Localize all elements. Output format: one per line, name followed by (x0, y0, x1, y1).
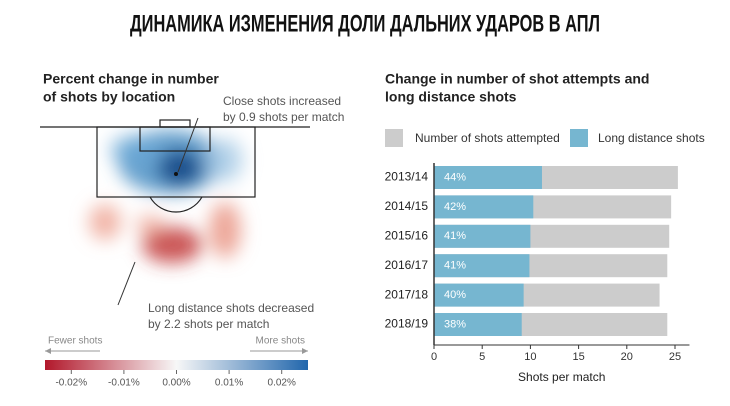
scale-end-label: Fewer shots (48, 336, 102, 347)
x-tick-label: 5 (479, 351, 485, 363)
x-tick-label: 20 (621, 351, 633, 363)
y-tick-label: 2018/19 (385, 317, 429, 331)
scale-arrows (45, 348, 308, 354)
legend-label: Number of shots attempted (415, 131, 560, 145)
panel-title: Percent change in number (43, 71, 219, 87)
bar (434, 313, 522, 336)
pitch-lines (40, 117, 310, 306)
colorbar-tick-label: -0.02% (55, 378, 87, 389)
main-title: ДИНАМИКА ИЗМЕНЕНИЯ ДОЛИ ДАЛЬНИХ УДАРОВ В… (130, 10, 600, 37)
bar-label: 44% (444, 171, 466, 183)
bar (434, 224, 531, 248)
legend-label: Long distance shots (598, 131, 705, 145)
y-tick-label: 2017/18 (385, 287, 429, 301)
bar-label: 41% (444, 230, 466, 242)
panel-title: long distance shots (385, 89, 517, 105)
heatmap (89, 130, 243, 263)
bar-label: 42% (444, 201, 466, 213)
bar-label: 38% (444, 318, 466, 330)
annotation: Close shots increased (223, 94, 341, 108)
bar-label: 40% (444, 289, 466, 301)
x-tick-label: 15 (572, 351, 584, 363)
x-tick-label: 0 (431, 351, 437, 363)
scale-end-label: More shots (256, 336, 305, 347)
y-tick-label: 2013/14 (385, 170, 429, 184)
colorbar-tick-label: -0.01% (108, 378, 140, 389)
annotation: by 0.9 shots per match (223, 110, 344, 124)
bar (434, 283, 524, 307)
y-tick-label: 2015/16 (385, 228, 429, 242)
bar (434, 166, 542, 189)
bar (434, 254, 530, 278)
y-tick-label: 2014/15 (385, 199, 429, 213)
annotation: by 2.2 shots per match (148, 317, 269, 331)
annotation: Long distance shots decreased (148, 301, 314, 315)
bar-label: 41% (444, 260, 466, 272)
y-tick-label: 2016/17 (385, 258, 429, 272)
x-axis-title: Shots per match (518, 370, 605, 384)
x-tick-label: 10 (524, 351, 536, 363)
x-tick-label: 25 (669, 351, 681, 363)
panel-title: of shots by location (43, 89, 175, 105)
colorbar (45, 360, 308, 370)
bar (434, 195, 534, 219)
colorbar-tick-label: 0.01% (215, 378, 243, 389)
colorbar-tick-label: 0.02% (268, 378, 296, 389)
panel-title: Change in number of shot attempts and (385, 71, 649, 87)
legend-swatch (570, 129, 588, 147)
legend-swatch (385, 129, 403, 147)
colorbar-tick-label: 0.00% (162, 378, 190, 389)
